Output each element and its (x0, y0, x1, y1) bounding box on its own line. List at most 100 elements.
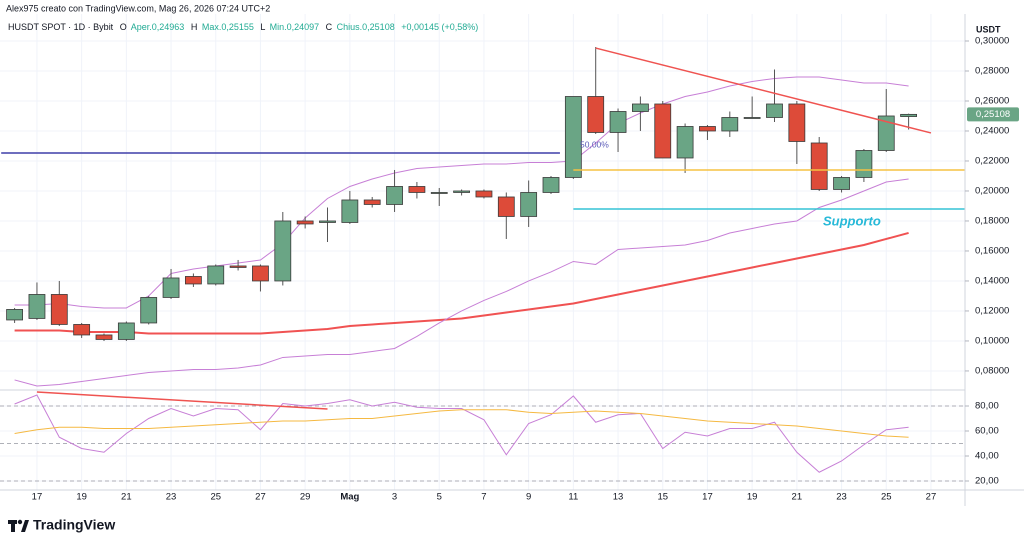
candle-body (229, 265, 247, 268)
candle-body (207, 265, 225, 285)
x-tick-label: 7 (481, 492, 486, 503)
ohlc-key: C (326, 22, 333, 32)
candle-body (162, 277, 180, 298)
candle-body (721, 117, 739, 132)
y-tick-label: 80,00 (975, 401, 999, 412)
candle-body (699, 126, 716, 132)
y-tick-label: 0,08000 (975, 365, 1009, 376)
candle-body (28, 294, 46, 319)
ohlc-value: Aper.0,24963 (131, 22, 185, 32)
ohlc-key: O (120, 22, 127, 32)
candle-body (274, 220, 292, 282)
y-tick-label: 0,16000 (975, 245, 1009, 256)
indicator-line (14, 394, 909, 473)
x-tick-label: 27 (255, 492, 266, 503)
y-tick-label: 0,20000 (975, 185, 1009, 196)
currency: USDT (976, 24, 1001, 34)
candle-body (430, 192, 448, 194)
candle-body (877, 115, 895, 151)
y-tick-label: 0,10000 (975, 335, 1009, 346)
x-tick-label: 3 (392, 492, 397, 503)
x-tick-label: 19 (76, 492, 87, 503)
candle-body (788, 103, 806, 142)
candle-body (453, 190, 471, 193)
y-tick-label: 0,22000 (975, 155, 1009, 166)
y-tick-label: 0,18000 (975, 215, 1009, 226)
candle-body (73, 324, 91, 336)
support-annotation: Supporto (823, 213, 881, 228)
candle-body (587, 96, 605, 133)
candle-body (6, 309, 23, 321)
grid-layer (0, 14, 965, 490)
candle-body (475, 190, 493, 198)
legend-header: HUSDT SPOT · 1D · Bybit O Aper.0,24963 H… (8, 22, 478, 32)
candle-body (184, 276, 202, 285)
y-tick-label: 0,30000 (975, 36, 1009, 47)
indicator-line (14, 178, 909, 387)
x-tick-label: 21 (792, 492, 803, 503)
y-tick-label: 0,28000 (975, 66, 1009, 77)
change: +0,00145 (+0,58%) (401, 22, 478, 32)
logo-mark (21, 520, 29, 532)
x-tick-label: 21 (121, 492, 132, 503)
symbol: HUSDT SPOT · 1D · Bybit (8, 22, 114, 32)
candle-body (855, 150, 873, 178)
logo: TradingView (8, 517, 115, 533)
y-tick-label: 0,14000 (975, 275, 1009, 286)
plot-layer (1, 46, 965, 473)
axes-layer: 17 19 21 23 25 27 29 Mag 3 5 7 9 11 13 15 17 19 21 23 25 27 0… (32, 36, 1019, 503)
ohlc-key: H (191, 22, 198, 32)
candle-body (654, 103, 672, 159)
candle-body (50, 294, 68, 325)
x-tick-label: 19 (747, 492, 758, 503)
x-tick-label: Mag (340, 492, 359, 503)
y-tick-label: 0,12000 (975, 305, 1009, 316)
candle-body (252, 265, 269, 282)
candle-body (833, 177, 850, 190)
candle-body (296, 220, 314, 225)
candle-body (117, 322, 135, 340)
candle-body (95, 334, 113, 340)
x-tick-label: 29 (300, 492, 311, 503)
y-tick-label: 40,00 (975, 451, 999, 462)
candle-body (386, 186, 403, 205)
x-tick-label: 5 (437, 492, 442, 503)
drawing-line (595, 47, 932, 134)
candle-body (408, 186, 426, 193)
x-tick-label: 23 (166, 492, 177, 503)
x-tick-label: 25 (210, 492, 221, 503)
ohlc-value: Min.0,24097 (270, 22, 320, 32)
candle-body (341, 199, 359, 223)
x-tick-label: 13 (613, 492, 624, 503)
candle-body (542, 177, 560, 193)
drawing-line (36, 391, 328, 410)
attribution: Alex975 creato con TradingView.com, Mag … (6, 3, 270, 13)
ohlc-value: Chius.0,25108 (337, 22, 395, 32)
logo-mark (11, 520, 15, 532)
price-flag (967, 107, 1019, 122)
x-tick-label: 27 (926, 492, 937, 503)
y-tick-label: 0,24000 (975, 126, 1009, 137)
candle-body (632, 103, 649, 112)
y-tick-label: 20,00 (975, 476, 999, 487)
indicator-line (14, 409, 909, 438)
candle-body (497, 196, 515, 217)
x-tick-label: 25 (881, 492, 892, 503)
candle-body (564, 96, 582, 178)
candle-body (743, 117, 761, 119)
candle-body (140, 297, 158, 324)
candle-body (766, 103, 783, 118)
candle-body (676, 126, 694, 159)
x-tick-label: 17 (32, 492, 43, 503)
logo-text: TradingView (33, 517, 115, 533)
x-tick-label: 17 (702, 492, 713, 503)
candle-body (810, 142, 828, 190)
x-tick-label: 15 (657, 492, 668, 503)
x-tick-label: 23 (836, 492, 847, 503)
candle-body (363, 199, 381, 205)
ohlc-key: L (260, 22, 265, 32)
x-tick-label: 11 (568, 492, 578, 503)
candle-body (520, 192, 538, 217)
